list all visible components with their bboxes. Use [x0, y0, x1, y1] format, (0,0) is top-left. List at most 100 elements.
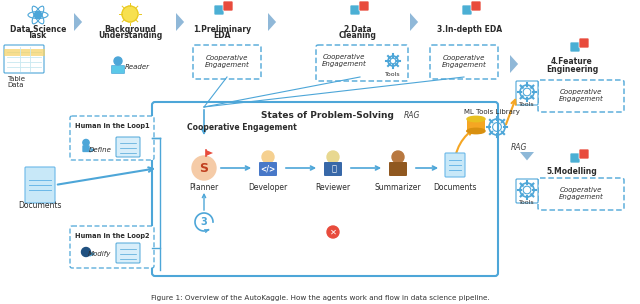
Circle shape [262, 151, 274, 163]
Text: Cooperative: Cooperative [560, 187, 602, 193]
FancyBboxPatch shape [359, 1, 369, 11]
Polygon shape [268, 13, 276, 31]
FancyBboxPatch shape [259, 162, 277, 176]
Ellipse shape [467, 116, 485, 122]
Text: Cooperative: Cooperative [206, 55, 248, 61]
Text: EDA: EDA [213, 32, 231, 40]
Text: 2.Data: 2.Data [344, 25, 372, 33]
Circle shape [83, 140, 89, 146]
FancyBboxPatch shape [70, 226, 154, 268]
Polygon shape [206, 150, 213, 156]
Polygon shape [410, 13, 418, 31]
FancyBboxPatch shape [570, 153, 580, 163]
Polygon shape [176, 13, 184, 31]
Text: States of Problem-Solving: States of Problem-Solving [260, 112, 394, 120]
Polygon shape [510, 55, 518, 73]
FancyBboxPatch shape [152, 102, 498, 276]
Text: Table: Table [7, 76, 25, 82]
Text: Planner: Planner [189, 184, 219, 192]
Circle shape [192, 156, 216, 180]
FancyBboxPatch shape [214, 5, 224, 15]
Text: ✕: ✕ [330, 227, 337, 237]
Text: Reviewer: Reviewer [316, 184, 351, 192]
Text: Engineering: Engineering [546, 64, 598, 74]
Text: Engagement: Engagement [559, 194, 604, 200]
Circle shape [327, 226, 339, 238]
Text: Background: Background [104, 25, 156, 33]
Text: 3.In-depth EDA: 3.In-depth EDA [437, 25, 502, 33]
Text: Modify: Modify [88, 251, 112, 257]
Text: 4.Feature: 4.Feature [551, 57, 593, 67]
Text: Human in the Loop2: Human in the Loop2 [75, 233, 149, 239]
Circle shape [195, 213, 213, 231]
Text: Data: Data [8, 82, 24, 88]
Text: Define: Define [88, 147, 111, 153]
Text: RAG: RAG [511, 143, 527, 153]
FancyBboxPatch shape [83, 145, 90, 152]
FancyBboxPatch shape [111, 65, 125, 74]
Text: Human in the Loop1: Human in the Loop1 [75, 123, 149, 129]
Circle shape [122, 6, 138, 22]
FancyBboxPatch shape [116, 243, 140, 263]
FancyBboxPatch shape [579, 38, 589, 48]
Circle shape [114, 57, 122, 65]
FancyBboxPatch shape [445, 153, 465, 177]
FancyBboxPatch shape [70, 116, 154, 160]
Text: Engagement: Engagement [322, 61, 366, 67]
Text: Documents: Documents [433, 184, 477, 192]
FancyBboxPatch shape [116, 137, 140, 157]
FancyBboxPatch shape [471, 1, 481, 11]
Text: Data Science: Data Science [10, 25, 66, 33]
Circle shape [81, 247, 90, 257]
Text: Understanding: Understanding [98, 32, 162, 40]
Text: Figure 1: Overview of the AutoKaggle. How the agents work and flow in data scien: Figure 1: Overview of the AutoKaggle. Ho… [150, 295, 490, 301]
Text: Cooperative: Cooperative [560, 89, 602, 95]
FancyBboxPatch shape [579, 149, 589, 159]
Polygon shape [74, 13, 82, 31]
Ellipse shape [467, 128, 485, 134]
Circle shape [327, 151, 339, 163]
Text: Task: Task [28, 32, 47, 40]
Circle shape [392, 151, 404, 163]
Polygon shape [520, 152, 534, 161]
FancyBboxPatch shape [193, 45, 261, 79]
Text: Documents: Documents [19, 201, 61, 209]
FancyBboxPatch shape [324, 162, 342, 176]
Text: ML Tools Library: ML Tools Library [464, 109, 520, 115]
Text: Cooperative: Cooperative [443, 55, 485, 61]
FancyBboxPatch shape [516, 179, 538, 203]
Text: </>: </> [260, 164, 276, 174]
FancyBboxPatch shape [316, 45, 408, 81]
Circle shape [35, 12, 42, 19]
FancyBboxPatch shape [389, 162, 407, 176]
Text: Engagement: Engagement [559, 96, 604, 102]
Text: Tools: Tools [519, 102, 535, 108]
FancyBboxPatch shape [4, 45, 44, 73]
FancyBboxPatch shape [516, 81, 538, 105]
Text: 3: 3 [200, 217, 207, 227]
Text: S: S [200, 163, 209, 175]
Text: Reader: Reader [125, 64, 150, 70]
Text: Cleaning: Cleaning [339, 32, 377, 40]
Text: Engagement: Engagement [442, 62, 486, 68]
Text: Tools: Tools [519, 201, 535, 206]
FancyBboxPatch shape [430, 45, 498, 79]
FancyBboxPatch shape [570, 42, 580, 52]
FancyBboxPatch shape [538, 178, 624, 210]
Text: 🔍: 🔍 [332, 164, 337, 174]
Text: 5.Modelling: 5.Modelling [547, 168, 597, 177]
FancyBboxPatch shape [223, 1, 233, 11]
Text: Engagement: Engagement [205, 62, 250, 68]
Polygon shape [467, 119, 485, 131]
FancyBboxPatch shape [462, 5, 472, 15]
Text: Summarizer: Summarizer [374, 184, 421, 192]
Text: 1.Preliminary: 1.Preliminary [193, 25, 251, 33]
Text: RAG: RAG [404, 112, 420, 120]
Text: Developer: Developer [248, 184, 287, 192]
Text: Cooperative: Cooperative [323, 54, 365, 60]
FancyBboxPatch shape [25, 167, 55, 203]
FancyBboxPatch shape [538, 80, 624, 112]
Text: Tools: Tools [385, 71, 401, 77]
Text: Cooperative Engagement: Cooperative Engagement [187, 123, 297, 133]
FancyBboxPatch shape [350, 5, 360, 15]
